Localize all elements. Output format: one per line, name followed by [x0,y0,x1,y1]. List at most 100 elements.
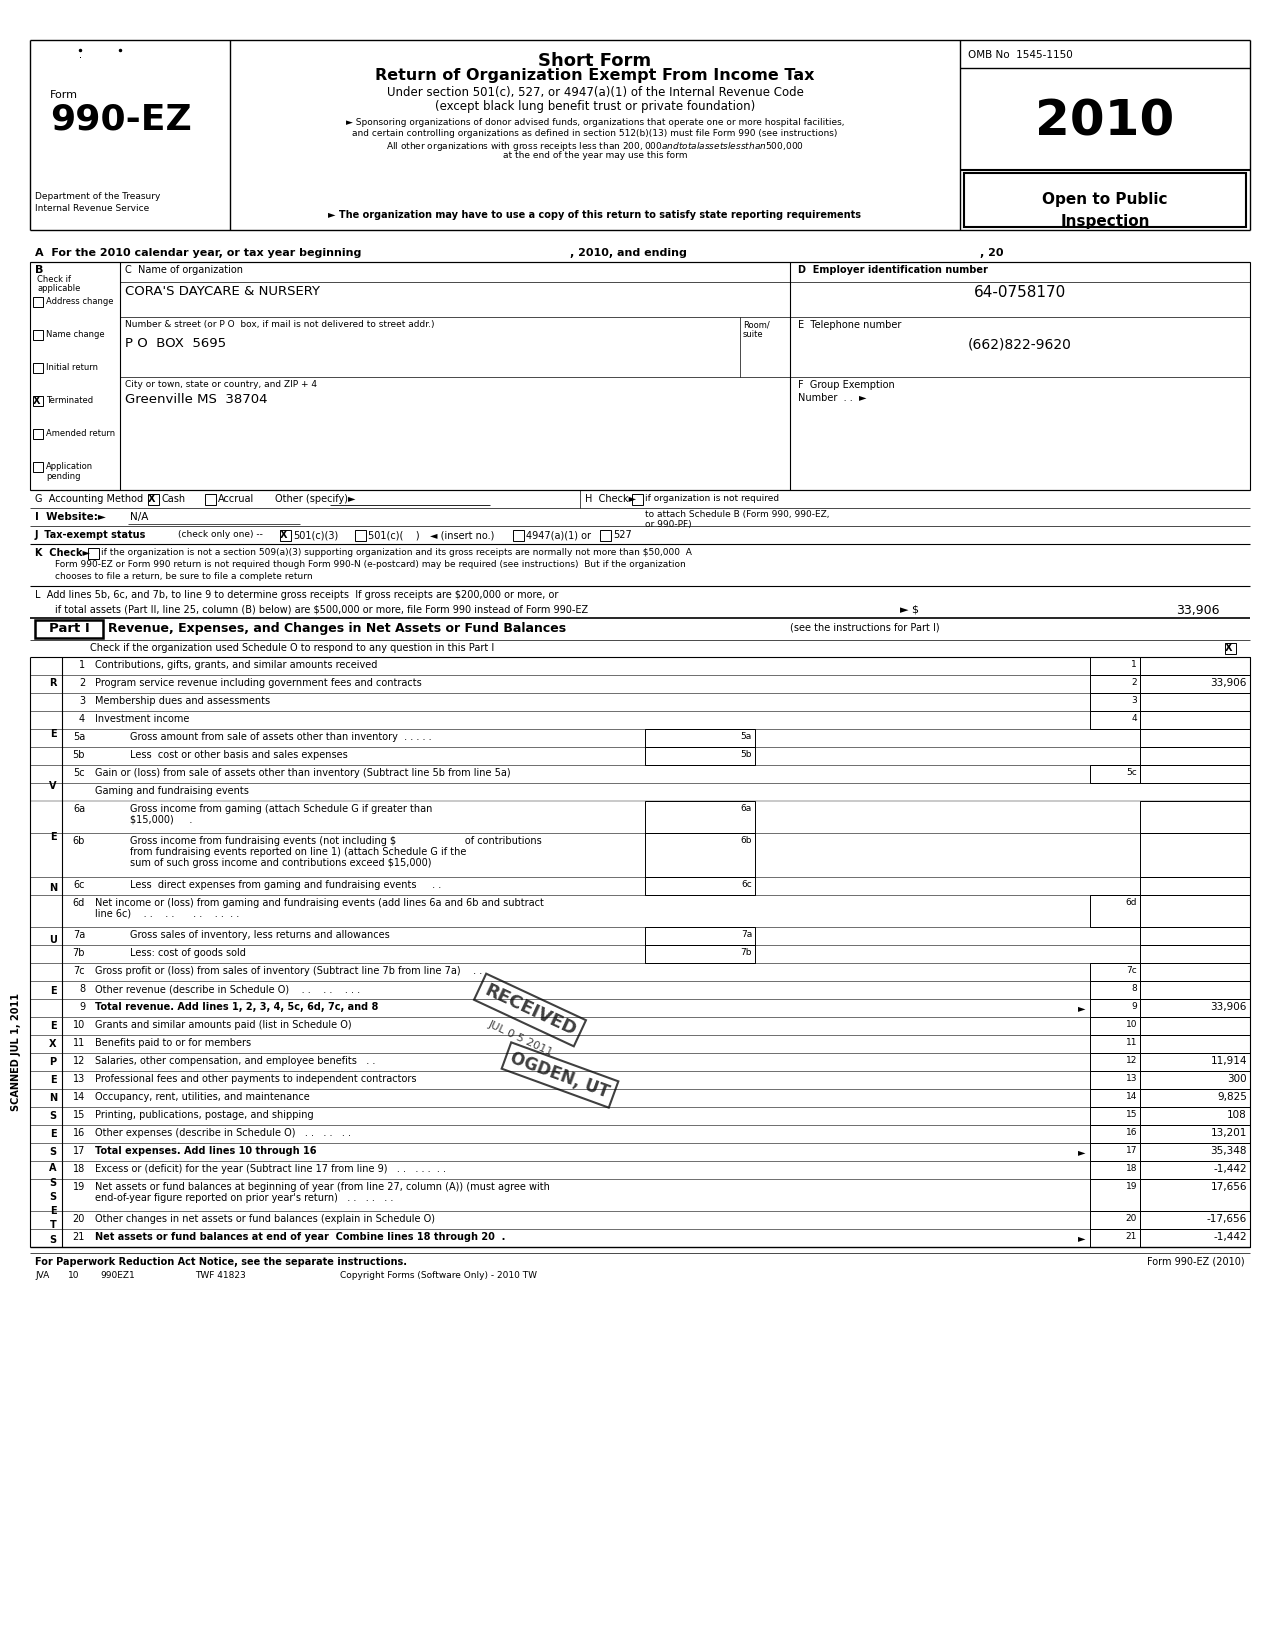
Text: 7a: 7a [741,930,753,940]
Bar [1140,1107,1251,1125]
Text: K  Check►: K Check► [35,549,90,559]
Text: X: X [33,396,41,406]
Text: D  Employer identification number: D Employer identification number [797,265,988,274]
Text: S: S [50,1178,56,1188]
Text: Other (specify)►: Other (specify)► [275,495,356,504]
Bar [645,927,755,945]
Text: 14: 14 [1125,1093,1137,1101]
Bar [1140,1017,1251,1035]
Text: 2: 2 [79,679,84,688]
Text: 6a: 6a [73,803,84,813]
Text: X: X [1225,642,1233,652]
Text: 6b: 6b [741,836,753,845]
Text: Less  direct expenses from gaming and fundraising events     . .: Less direct expenses from gaming and fun… [131,881,442,891]
Text: X: X [49,1038,56,1048]
Text: 21: 21 [1125,1232,1137,1240]
Bar [1091,1144,1140,1162]
Bar [1140,1125,1251,1144]
Text: if organization is not required: if organization is not required [645,495,780,503]
Text: 5c: 5c [1126,767,1137,777]
Text: Form 990-EZ (2010): Form 990-EZ (2010) [1147,1257,1245,1267]
Text: Number & street (or P O  box, if mail is not delivered to street addr.): Number & street (or P O box, if mail is … [125,320,434,329]
Text: N/A: N/A [131,513,148,522]
Text: 33,906: 33,906 [1211,679,1247,688]
Text: Inspection: Inspection [1060,214,1149,228]
Text: OMB No  1545-1150: OMB No 1545-1150 [968,49,1073,61]
Text: 13: 13 [1125,1075,1137,1083]
Bar [280,531,291,541]
Bar [1140,1229,1251,1247]
Text: Other expenses (describe in Schedule O)   . .   . .   . .: Other expenses (describe in Schedule O) … [95,1129,351,1139]
Text: 12: 12 [1125,1056,1137,1065]
Text: 8: 8 [79,984,84,994]
Text: 18: 18 [1125,1163,1137,1173]
Bar [1140,833,1251,877]
Text: (662)822-9620: (662)822-9620 [968,337,1071,352]
Bar [1140,999,1251,1017]
Text: G  Accounting Method: G Accounting Method [35,495,143,504]
Text: 9: 9 [1132,1002,1137,1010]
Text: pending: pending [46,472,81,481]
Text: 501(c)(3): 501(c)(3) [293,531,338,541]
Text: from fundraising events reported on line 1) (attach Schedule G if the: from fundraising events reported on line… [131,848,466,858]
Text: 17,656: 17,656 [1211,1181,1247,1193]
Text: C  Name of organization: C Name of organization [125,265,243,274]
Text: V: V [49,780,56,790]
Bar [1140,981,1251,999]
Text: Under section 501(c), 527, or 4947(a)(1) of the Internal Revenue Code: Under section 501(c), 527, or 4947(a)(1)… [387,85,804,99]
Bar [1140,657,1251,675]
Text: and certain controlling organizations as defined in section 512(b)(13) must file: and certain controlling organizations as… [352,130,837,138]
Text: 11,914: 11,914 [1211,1056,1247,1066]
Text: Check if the organization used Schedule O to respond to any question in this Par: Check if the organization used Schedule … [90,642,494,652]
Bar [1140,766,1251,784]
Text: 9,825: 9,825 [1217,1093,1247,1102]
Text: 20: 20 [1125,1214,1137,1222]
Text: 35,348: 35,348 [1211,1147,1247,1157]
Text: Gross amount from sale of assets other than inventory  . . . . .: Gross amount from sale of assets other t… [131,733,431,743]
Bar [1140,693,1251,711]
Text: 527: 527 [613,531,632,541]
Text: 12: 12 [73,1056,84,1066]
Bar [1140,748,1251,766]
Text: All other organizations with gross receipts less than $200,000 and total assets : All other organizations with gross recei… [387,140,804,153]
Text: end-of-year figure reported on prior year's return)   . .   . .   . .: end-of-year figure reported on prior yea… [95,1193,393,1203]
Bar [1140,729,1251,748]
Text: 4: 4 [1132,715,1137,723]
Text: Program service revenue including government fees and contracts: Program service revenue including govern… [95,679,421,688]
Bar [1091,1229,1140,1247]
Text: suite: suite [742,330,764,338]
Bar [1140,675,1251,693]
Text: 20: 20 [73,1214,84,1224]
Text: 2: 2 [1132,679,1137,687]
Text: Number  . .  ►: Number . . ► [797,393,867,403]
Text: Total revenue. Add lines 1, 2, 3, 4, 5c, 6d, 7c, and 8: Total revenue. Add lines 1, 2, 3, 4, 5c,… [95,1002,379,1012]
Text: 10: 10 [68,1272,79,1280]
Text: 19: 19 [73,1181,84,1193]
Bar [1091,1125,1140,1144]
Bar [1091,1035,1140,1053]
Text: Gross income from fundraising events (not including $                      of co: Gross income from fundraising events (no… [131,836,541,846]
Text: Initial return: Initial return [46,363,99,371]
Bar [1091,1053,1140,1071]
Bar [513,531,524,541]
Text: T: T [50,1221,56,1231]
Text: Room/: Room/ [742,320,769,329]
Text: Net assets or fund balances at end of year  Combine lines 18 through 20  .: Net assets or fund balances at end of ye… [95,1232,506,1242]
Text: (except black lung benefit trust or private foundation): (except black lung benefit trust or priv… [435,100,755,113]
Text: 21: 21 [73,1232,84,1242]
Text: E: E [50,831,56,841]
Text: E: E [50,1206,56,1216]
Text: 2010: 2010 [1036,99,1175,146]
Text: 7c: 7c [73,966,84,976]
Text: L  Add lines 5b, 6c, and 7b, to line 9 to determine gross receipts  If gross rec: L Add lines 5b, 6c, and 7b, to line 9 to… [35,590,558,600]
Text: ► The organization may have to use a copy of this return to satisfy state report: ► The organization may have to use a cop… [329,210,861,220]
Bar [1140,877,1251,895]
Text: Application: Application [46,462,93,472]
Text: S: S [50,1111,56,1121]
Text: 19: 19 [1125,1181,1137,1191]
Text: N: N [49,884,58,894]
Text: 7c: 7c [1126,966,1137,974]
Text: 4: 4 [79,715,84,725]
Text: -17,656: -17,656 [1207,1214,1247,1224]
Bar [1140,895,1251,927]
